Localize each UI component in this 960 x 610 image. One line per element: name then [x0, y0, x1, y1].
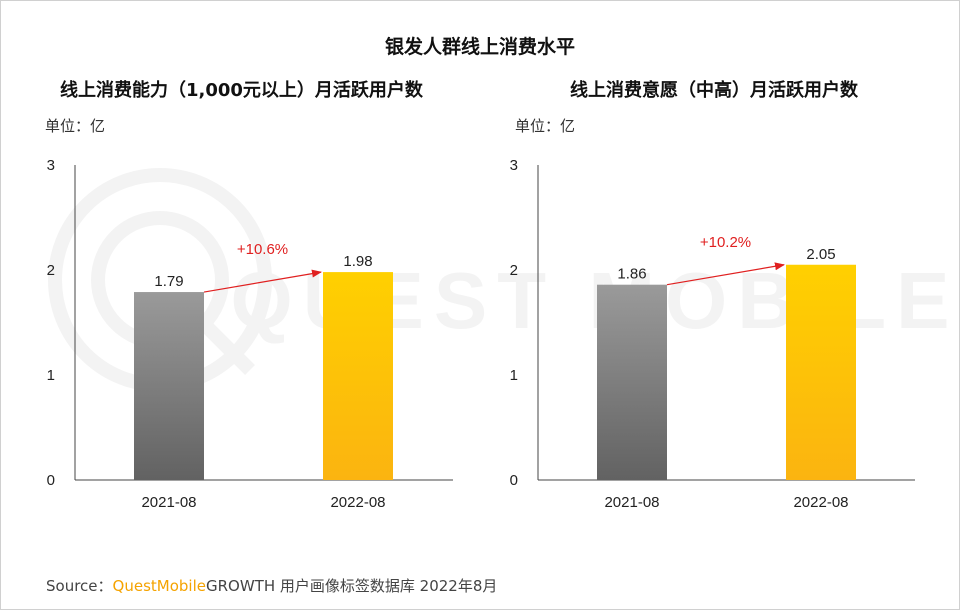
y-tick-label: 1: [47, 367, 55, 384]
chart-left-unit: 单位：亿: [45, 117, 106, 135]
source-note: Source：QuestMobileGROWTH 用户画像标签数据库 2022年…: [46, 575, 497, 596]
chart-right-title: 线上消费意愿（中高）月活跃用户数: [570, 80, 858, 101]
x-tick-label: 2021-08: [141, 494, 196, 511]
x-tick-label: 2022-08: [330, 494, 385, 511]
page-title: 银发人群线上消费水平: [384, 36, 575, 58]
x-tick-label: 2022-08: [793, 494, 848, 511]
growth-arrow: [666, 262, 785, 286]
source-rest: GROWTH 用户画像标签数据库 2022年8月: [205, 577, 498, 595]
y-tick-label: 3: [47, 157, 55, 174]
data-label: 1.86: [617, 266, 646, 283]
data-label: 1.98: [343, 253, 372, 270]
bar-2022-08: [323, 272, 393, 480]
y-tick-label: 2: [47, 262, 55, 279]
growth-label: +10.6%: [237, 241, 288, 258]
y-tick-label: 2: [510, 262, 518, 279]
y-tick-label: 0: [47, 472, 55, 489]
growth-label: +10.2%: [700, 234, 751, 251]
y-tick-label: 0: [510, 472, 518, 489]
bar-2022-08: [786, 264, 856, 480]
x-tick-label: 2021-08: [604, 494, 659, 511]
chart-left-title: 线上消费能力（1,000元以上）月活跃用户数: [60, 80, 423, 101]
y-tick-label: 3: [510, 157, 518, 174]
source-prefix: Source：: [46, 577, 113, 595]
chart-right-unit: 单位：亿: [515, 117, 576, 135]
bar-2021-08: [134, 292, 204, 480]
y-tick-label: 1: [510, 367, 518, 384]
data-label: 2.05: [806, 246, 835, 263]
growth-arrow: [203, 269, 322, 293]
bar-2021-08: [597, 284, 667, 480]
data-label: 1.79: [154, 273, 183, 290]
source-brand: QuestMobile: [112, 577, 206, 595]
